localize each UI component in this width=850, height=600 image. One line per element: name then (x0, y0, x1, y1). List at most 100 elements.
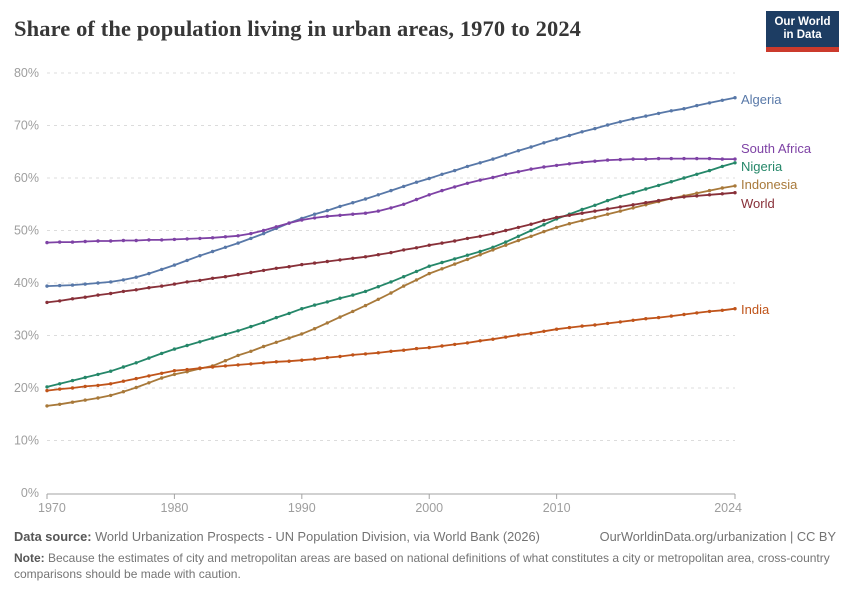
data-point (300, 358, 304, 362)
x-tick-label-2010: 2010 (543, 501, 571, 515)
note-text: Because the estimates of city and metrop… (14, 551, 830, 581)
data-point (682, 107, 686, 111)
y-tick-label-70: 70% (14, 119, 39, 133)
data-point (274, 340, 278, 344)
data-point (287, 221, 291, 225)
data-point (440, 188, 444, 193)
data-point (134, 275, 138, 279)
data-point (414, 197, 419, 202)
data-point (338, 296, 342, 300)
data-point (682, 312, 686, 317)
data-point (287, 265, 291, 269)
series-label-indonesia[interactable]: Indonesia (741, 177, 798, 192)
data-point (121, 278, 126, 282)
data-point (70, 283, 75, 287)
data-point (70, 386, 75, 390)
data-point (440, 241, 444, 245)
data-point (160, 371, 164, 375)
data-point (351, 309, 355, 314)
data-point (236, 353, 240, 358)
series-label-india[interactable]: India (741, 302, 770, 317)
series-label-algeria[interactable]: Algeria (741, 92, 782, 107)
data-point (109, 239, 113, 243)
owid-logo-line1: Our World (774, 15, 831, 28)
data-point (300, 262, 304, 267)
data-point (605, 123, 610, 127)
data-point (414, 180, 419, 184)
data-point (605, 212, 610, 216)
data-point (376, 253, 380, 257)
data-point (529, 331, 533, 336)
data-point (70, 297, 75, 301)
data-point (682, 176, 686, 180)
series-dots-world (45, 191, 737, 305)
data-point (312, 261, 317, 265)
data-point (351, 293, 355, 297)
data-point (542, 141, 546, 145)
data-point (389, 349, 393, 353)
data-point (453, 239, 457, 243)
data-point (261, 344, 266, 349)
data-point (363, 211, 368, 215)
series-line-indonesia (46, 185, 736, 407)
data-point (172, 282, 177, 286)
data-point (465, 341, 470, 345)
data-point (83, 398, 87, 402)
data-point (593, 215, 597, 220)
data-point (172, 372, 177, 377)
owid-logo[interactable]: Our World in Data (766, 11, 839, 52)
data-point (618, 157, 622, 162)
data-point (504, 228, 508, 233)
series-label-south-africa[interactable]: South Africa (741, 141, 812, 156)
data-point (223, 245, 228, 249)
data-point (478, 253, 482, 257)
data-point (134, 288, 138, 292)
series-label-world[interactable]: World (741, 196, 775, 211)
data-point (427, 345, 431, 350)
data-point (121, 365, 126, 369)
data-point (453, 168, 457, 173)
owid-logo-line2: in Data (783, 29, 822, 41)
data-point (83, 239, 87, 244)
series-label-nigeria[interactable]: Nigeria (741, 159, 783, 174)
data-point (338, 354, 342, 359)
data-point (580, 160, 584, 164)
data-point (465, 181, 470, 185)
data-point (70, 240, 75, 244)
data-source-text: World Urbanization Prospects - UN Popula… (91, 529, 540, 544)
y-tick-label-60: 60% (14, 171, 39, 185)
data-point (96, 239, 100, 243)
data-point (160, 376, 164, 380)
data-point (631, 117, 635, 121)
data-point (109, 280, 113, 284)
y-tick-label-40: 40% (14, 276, 39, 290)
data-point (160, 267, 164, 272)
data-point (478, 161, 482, 165)
note-line: Note: Because the estimates of city and … (14, 550, 836, 582)
owid-citation-link[interactable]: OurWorldinData.org/urbanization | CC BY (599, 529, 836, 544)
data-point (707, 156, 712, 161)
data-point (70, 400, 75, 404)
data-point (656, 183, 661, 188)
data-point (376, 351, 380, 355)
data-point (172, 369, 177, 373)
y-tick-label-30: 30% (14, 329, 39, 343)
data-point (351, 212, 355, 216)
data-point (733, 184, 737, 188)
data-point (720, 164, 724, 169)
data-point (198, 340, 202, 344)
data-point (109, 369, 113, 373)
data-point (134, 385, 138, 390)
data-point (223, 359, 228, 363)
data-point (172, 263, 177, 267)
data-point (504, 335, 508, 339)
data-point (554, 215, 559, 220)
data-point (465, 236, 470, 241)
data-point (223, 332, 228, 337)
data-point (45, 284, 49, 288)
data-point (695, 194, 699, 198)
data-point (312, 216, 317, 220)
data-point (542, 229, 546, 234)
note-label: Note: (14, 551, 45, 565)
